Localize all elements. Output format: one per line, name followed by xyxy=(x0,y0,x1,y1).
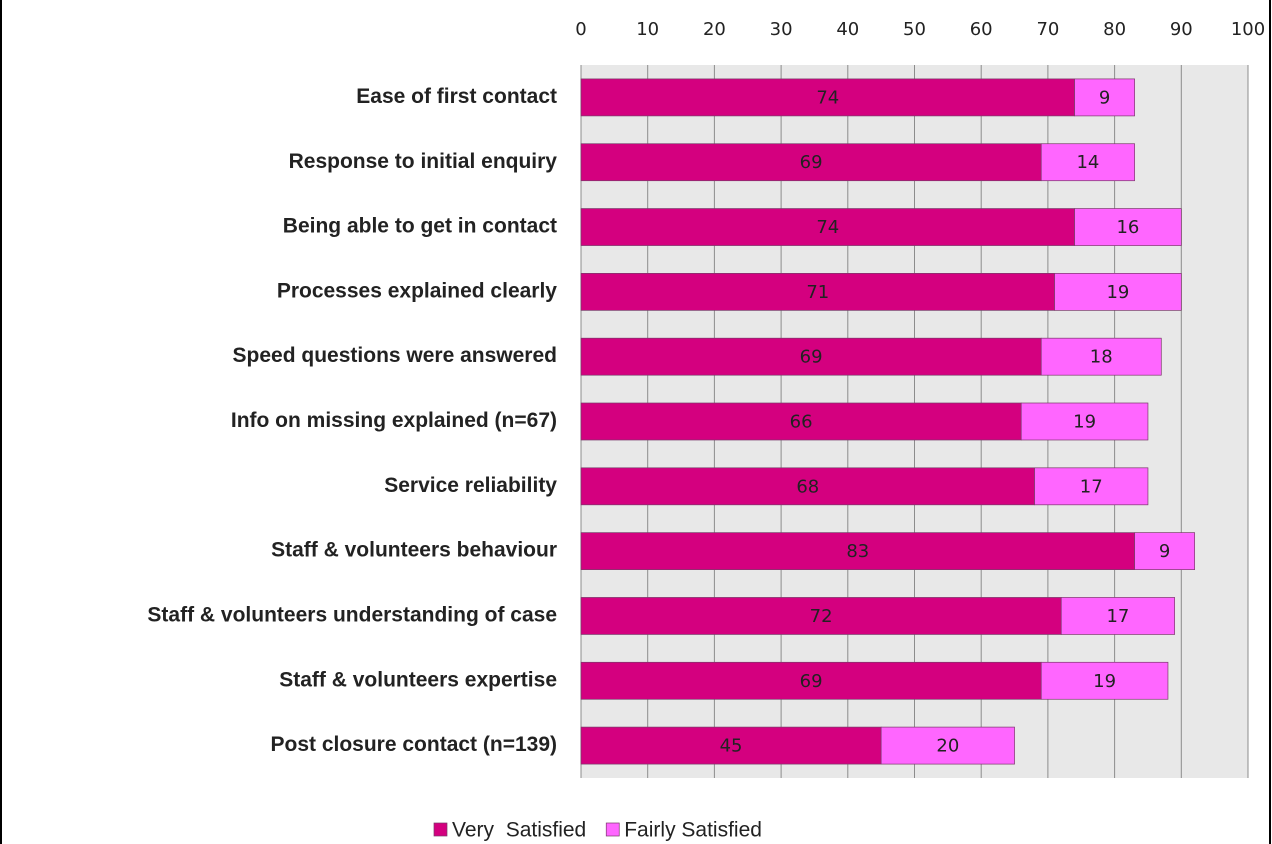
bar-segment xyxy=(1054,273,1182,311)
legend-swatch xyxy=(605,822,620,837)
data-label: 19 xyxy=(1093,671,1116,692)
data-label: 66 xyxy=(790,412,813,433)
x-tick-label: 10 xyxy=(636,19,659,40)
data-label: 69 xyxy=(800,347,823,368)
bar-segment xyxy=(580,208,1075,246)
bar-segment xyxy=(1134,532,1195,570)
category-label: Speed questions were answered xyxy=(233,344,557,367)
data-label: 9 xyxy=(1099,87,1110,108)
data-label: 69 xyxy=(800,152,823,173)
data-label: 20 xyxy=(936,736,959,757)
bar-segment xyxy=(580,78,1075,117)
bar-segment xyxy=(1040,337,1162,376)
category-label: Staff & volunteers expertise xyxy=(279,668,557,691)
data-label: 14 xyxy=(1076,152,1099,173)
category-label: Response to initial enquiry xyxy=(289,150,558,173)
category-label: Ease of first contact xyxy=(356,85,557,108)
data-label: 74 xyxy=(816,217,839,238)
data-label: 19 xyxy=(1106,282,1129,303)
bar-segment xyxy=(580,337,1042,376)
bar-segment xyxy=(1034,467,1149,506)
data-label: 17 xyxy=(1080,476,1103,497)
x-tick-label: 90 xyxy=(1170,19,1193,40)
data-label: 19 xyxy=(1073,412,1096,433)
bar-segment xyxy=(580,143,1042,182)
bar-segment xyxy=(1040,661,1169,700)
bar-segment xyxy=(580,726,882,765)
data-label: 68 xyxy=(796,476,819,497)
data-label: 18 xyxy=(1090,347,1113,368)
legend-swatch xyxy=(433,822,448,837)
x-tick-label: 60 xyxy=(970,19,993,40)
bar-segment xyxy=(580,402,1022,441)
x-tick-label: 70 xyxy=(1036,19,1059,40)
bar-segment xyxy=(1020,402,1149,441)
category-label: Service reliability xyxy=(384,474,557,497)
data-label: 71 xyxy=(806,282,829,303)
category-label: Processes explained clearly xyxy=(277,279,557,302)
category-label: Staff & volunteers understanding of case xyxy=(147,604,557,627)
category-label: Info on missing explained (n=67) xyxy=(231,409,557,432)
bar-segment xyxy=(580,273,1055,311)
bar-segment xyxy=(1074,208,1182,246)
data-label: 74 xyxy=(816,87,839,108)
x-tick-label: 30 xyxy=(770,19,793,40)
bar-segment xyxy=(880,726,1015,765)
bar-segment xyxy=(1040,143,1135,182)
bar-segment xyxy=(1060,597,1175,635)
legend-item: Fairly Satisfied xyxy=(605,819,762,842)
category-label: Post closure contact (n=139) xyxy=(270,733,557,756)
data-label: 69 xyxy=(800,671,823,692)
data-label: 17 xyxy=(1106,606,1129,627)
x-tick-label: 20 xyxy=(703,19,726,40)
bar-segment xyxy=(1074,78,1135,117)
data-label: 45 xyxy=(720,736,743,757)
x-tick-label: 100 xyxy=(1231,19,1265,40)
legend-label: Fairly Satisfied xyxy=(624,819,762,842)
legend-item: Very Satisfied xyxy=(433,819,586,842)
data-label: 72 xyxy=(810,606,833,627)
x-tick-label: 40 xyxy=(836,19,859,40)
x-tick-label: 50 xyxy=(903,19,926,40)
bar-segment xyxy=(580,532,1135,570)
data-label: 9 xyxy=(1159,541,1170,562)
x-tick-label: 80 xyxy=(1103,19,1126,40)
data-label: 83 xyxy=(846,541,869,562)
category-label: Staff & volunteers behaviour xyxy=(271,539,557,562)
x-tick-label: 0 xyxy=(575,19,586,40)
bar-segment xyxy=(580,661,1042,700)
data-label: 16 xyxy=(1116,217,1139,238)
legend-label: Very Satisfied xyxy=(452,819,586,842)
category-label: Being able to get in contact xyxy=(283,215,557,238)
